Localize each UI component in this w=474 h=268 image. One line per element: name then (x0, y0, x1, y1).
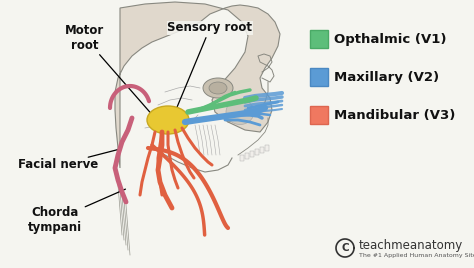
Text: Mandibular (V3): Mandibular (V3) (334, 109, 456, 121)
FancyBboxPatch shape (310, 30, 328, 48)
Text: The #1 Applied Human Anatomy Site on the Web.: The #1 Applied Human Anatomy Site on the… (359, 252, 474, 258)
Bar (245, 153, 249, 159)
Text: Chorda
tympani: Chorda tympani (28, 189, 126, 234)
Bar (240, 155, 244, 161)
Ellipse shape (226, 99, 254, 125)
Text: Sensory root: Sensory root (167, 21, 253, 109)
FancyBboxPatch shape (310, 106, 328, 124)
Ellipse shape (203, 78, 233, 98)
Text: Maxillary (V2): Maxillary (V2) (334, 70, 439, 84)
Bar (250, 151, 254, 157)
Text: teachmeanatomy: teachmeanatomy (359, 239, 463, 251)
Text: Motor
root: Motor root (65, 24, 153, 116)
Polygon shape (115, 2, 280, 168)
Bar (255, 149, 259, 155)
Ellipse shape (147, 106, 189, 134)
Bar (265, 145, 269, 151)
Text: Opthalmic (V1): Opthalmic (V1) (334, 32, 447, 46)
Text: C: C (341, 243, 349, 253)
Bar (260, 147, 264, 153)
Ellipse shape (209, 82, 227, 94)
FancyBboxPatch shape (310, 68, 328, 86)
Text: Facial nerve: Facial nerve (18, 149, 121, 172)
